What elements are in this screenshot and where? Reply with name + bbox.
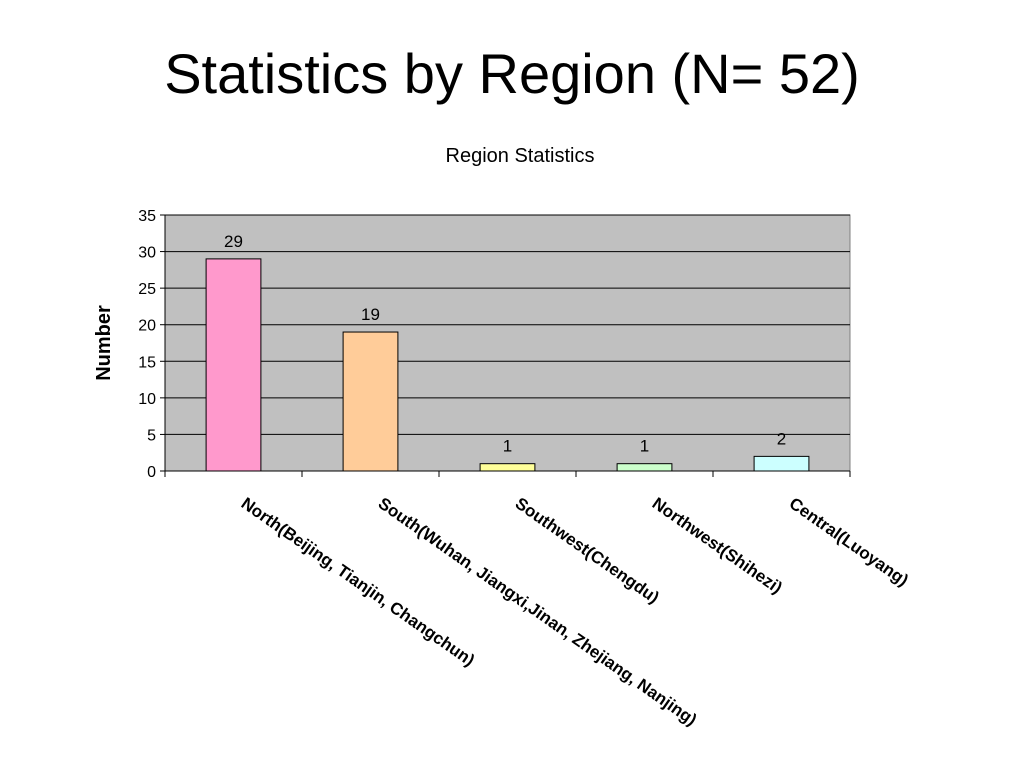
- y-tick-label: 0: [147, 464, 156, 481]
- category-label: Central(Luoyang): [786, 494, 912, 590]
- data-label: 19: [361, 305, 380, 324]
- bar: [205, 258, 262, 472]
- y-axis-label: Number: [93, 305, 115, 381]
- bar: [616, 463, 673, 472]
- x-ticks: [164, 471, 851, 477]
- y-tick-label: 15: [138, 354, 156, 371]
- bar: [342, 331, 399, 472]
- bars: [205, 258, 810, 472]
- plot-area: [164, 214, 851, 472]
- y-ticks: 0 5 10 15 20 25 30 35: [138, 208, 165, 481]
- data-label: 1: [640, 437, 649, 456]
- data-labels: 29 19 1 1 2: [224, 232, 786, 456]
- bar: [479, 463, 536, 472]
- category-label: Southwest(Chengdu): [512, 494, 663, 608]
- axes: [164, 215, 850, 472]
- category-label: North(Beijing, Tianjin, Changchun): [238, 494, 478, 670]
- slide-title: Statistics by Region (N= 52): [164, 42, 860, 105]
- data-label: 2: [777, 429, 786, 448]
- y-tick-label: 5: [147, 427, 156, 444]
- chart-title: Region Statistics: [446, 145, 595, 167]
- category-labels: North(Beijing, Tianjin, Changchun)South(…: [238, 494, 912, 730]
- data-label: 29: [224, 232, 243, 251]
- y-tick-label: 35: [138, 208, 156, 225]
- y-tick-label: 25: [138, 281, 156, 298]
- y-tick-label: 10: [138, 391, 156, 408]
- y-tick-label: 30: [138, 245, 156, 262]
- y-tick-label: 20: [138, 318, 156, 335]
- category-label: South(Wuhan, Jiangxi,Jinan, Zhejiang, Na…: [375, 494, 701, 730]
- bar: [753, 455, 810, 472]
- gridlines: [165, 214, 850, 435]
- category-label: Northwest(Shihezi): [649, 494, 786, 598]
- data-label: 1: [503, 437, 512, 456]
